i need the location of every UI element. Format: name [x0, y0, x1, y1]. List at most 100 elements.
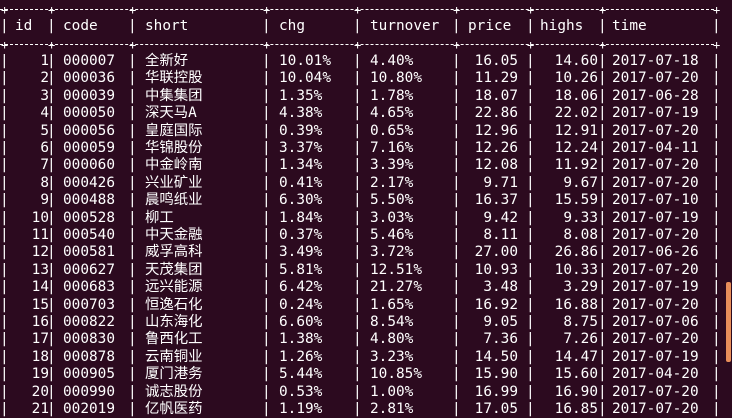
cell-chg: 0.37% — [279, 227, 323, 243]
column-separator: | — [452, 279, 461, 296]
cell-turnover: 1.00% — [370, 383, 414, 400]
column-separator: | — [262, 383, 271, 400]
column-separator: | — [128, 105, 137, 122]
cell-time: 2017-07-20 — [612, 401, 699, 417]
column-separator: | — [47, 192, 56, 209]
cell-price: 9.71 — [483, 174, 518, 191]
terminal-scrollbar[interactable] — [726, 282, 731, 362]
column-separator: | — [712, 53, 721, 69]
cell-short: 晨鸣纸业 — [145, 192, 203, 209]
cell-highs: 8.08 — [563, 227, 598, 243]
column-separator: | — [353, 105, 362, 122]
cell-short: 云南铜业 — [145, 348, 203, 365]
column-separator: | — [526, 209, 535, 226]
table-row: | | | | | | | | | 17 000830 鲁西化工 1.38% 4.80% 7.36 7.26 2… — [0, 330, 732, 348]
cell-code: 000056 — [63, 122, 115, 139]
table-row: | | | | | | | | | 14 000683 远兴能源 6.42% 21.27% 3.48 3.29… — [0, 278, 732, 296]
column-separator: | — [262, 157, 271, 174]
column-separator: | — [452, 331, 461, 348]
cell-chg: 1.35% — [279, 87, 323, 104]
border-corner: + — [129, 38, 137, 52]
column-separator: | — [47, 314, 56, 330]
table-row: | | | | | | | | | 8 000426 兴业矿业 0.41% 2.17% 9.71 9.67 20… — [0, 174, 732, 192]
cell-time: 2017-07-20 — [612, 383, 699, 400]
cell-time: 2017-06-28 — [612, 87, 699, 104]
cell-turnover: 1.65% — [370, 296, 414, 313]
border-corner: + — [713, 3, 721, 17]
column-separator: | — [0, 70, 9, 87]
cell-id: 17 — [31, 331, 49, 348]
table-row: | | | | | | | | | 15 000703 恒逸石化 0.24% 1.65% 16.92 16.8… — [0, 296, 732, 314]
column-separator: | — [712, 296, 721, 313]
cell-price: 27.00 — [474, 244, 518, 261]
column-separator: | — [526, 174, 535, 191]
column-separator: | — [353, 140, 362, 156]
cell-turnover: 12.51% — [370, 261, 422, 278]
column-separator: | — [47, 331, 56, 348]
cell-code: 000683 — [63, 279, 115, 296]
column-separator: | — [452, 18, 461, 34]
cell-highs: 9.67 — [563, 174, 598, 191]
column-separator: | — [0, 157, 9, 174]
column-separator: | — [452, 261, 461, 278]
column-separator: | — [47, 140, 56, 156]
column-separator: | — [47, 122, 56, 139]
header-chg: chg — [279, 18, 305, 34]
column-separator: | — [353, 192, 362, 209]
column-separator: | — [712, 244, 721, 261]
column-separator: | — [128, 174, 137, 191]
cell-chg: 1.38% — [279, 331, 323, 348]
column-separator: | — [598, 209, 607, 226]
column-separator: | — [353, 279, 362, 296]
cell-time: 2017-07-19 — [612, 348, 699, 365]
column-separator: | — [452, 209, 461, 226]
cell-price: 3.48 — [483, 279, 518, 296]
cell-time: 2017-07-20 — [612, 227, 699, 243]
cell-turnover: 4.65% — [370, 105, 414, 122]
column-separator: | — [526, 383, 535, 400]
cell-time: 2017-07-20 — [612, 70, 699, 87]
cell-turnover: 8.54% — [370, 314, 414, 330]
cell-time: 2017-07-20 — [612, 174, 699, 191]
cell-price: 10.93 — [474, 261, 518, 278]
cell-id: 8 — [40, 174, 49, 191]
cell-code: 000540 — [63, 227, 115, 243]
cell-highs: 14.60 — [554, 53, 598, 69]
table-row: | | | | | | | | | 21 002019 亿帆医药 1.19% 2.81% 17.05 16.8… — [0, 400, 732, 418]
column-separator: | — [262, 244, 271, 261]
column-separator: | — [47, 296, 56, 313]
cell-turnover: 5.50% — [370, 192, 414, 209]
column-separator: | — [0, 244, 9, 261]
column-separator: | — [598, 383, 607, 400]
column-separator: | — [526, 157, 535, 174]
column-separator: | — [452, 122, 461, 139]
cell-time: 2017-04-20 — [612, 366, 699, 383]
column-separator: | — [0, 209, 9, 226]
column-separator: | — [452, 140, 461, 156]
cell-chg: 5.44% — [279, 366, 323, 383]
cell-highs: 7.26 — [563, 331, 598, 348]
border-corner: + — [527, 3, 535, 17]
column-separator: | — [128, 348, 137, 365]
header-short: short — [145, 18, 189, 34]
cell-highs: 8.75 — [563, 314, 598, 330]
cell-short: 柳工 — [145, 209, 174, 226]
cell-highs: 26.86 — [554, 244, 598, 261]
cell-short: 深天马A — [145, 105, 197, 122]
column-separator: | — [0, 192, 9, 209]
cell-short: 华锦股份 — [145, 140, 203, 156]
column-separator: | — [262, 140, 271, 156]
column-separator: | — [353, 348, 362, 365]
column-separator: | — [526, 314, 535, 330]
column-separator: | — [526, 227, 535, 243]
column-separator: | — [353, 296, 362, 313]
cell-short: 全新好 — [145, 53, 189, 69]
column-separator: | — [526, 192, 535, 209]
column-separator: | — [0, 87, 9, 104]
column-separator: | — [712, 401, 721, 417]
column-separator: | — [353, 174, 362, 191]
column-separator: | — [452, 348, 461, 365]
column-separator: | — [262, 366, 271, 383]
cell-chg: 1.84% — [279, 209, 323, 226]
